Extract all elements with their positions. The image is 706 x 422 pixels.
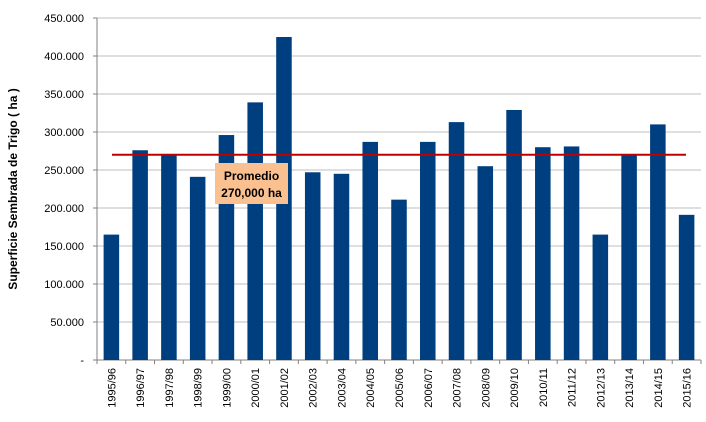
bar bbox=[448, 122, 465, 361]
bar bbox=[650, 124, 666, 361]
bar bbox=[621, 154, 637, 360]
y-tick-label: 250.000 bbox=[44, 165, 84, 177]
x-tick-labels: 1995/96 1996/97 1997/98 1998/99 1999/00 2000/… bbox=[106, 368, 693, 408]
x-tick-label: 2003/04 bbox=[336, 368, 348, 408]
x-tick-label: 2008/09 bbox=[480, 368, 492, 408]
bar bbox=[103, 234, 120, 360]
x-tick-label: 2007/08 bbox=[452, 368, 464, 408]
bar bbox=[506, 109, 522, 361]
y-tick-label: 450.000 bbox=[44, 13, 84, 25]
x-tick-label: 1995/96 bbox=[106, 368, 118, 408]
y-tick-label: - bbox=[80, 355, 84, 367]
x-tick-label: 2006/07 bbox=[423, 368, 435, 408]
bar bbox=[391, 199, 407, 360]
y-tick-label: 300.000 bbox=[44, 127, 84, 139]
y-tick-labels: - 50.000 100.000 150.000 200.000 250.000 300.0… bbox=[44, 13, 84, 367]
x-tick-label: 2004/05 bbox=[365, 368, 377, 408]
bar bbox=[161, 154, 177, 360]
y-axis-label: Superficie Sembrada de Trigo ( ha ) bbox=[6, 88, 20, 289]
bars bbox=[103, 37, 695, 361]
bar bbox=[247, 102, 263, 361]
x-tick-label: 1998/99 bbox=[193, 368, 205, 408]
x-tick-label: 1997/98 bbox=[164, 368, 176, 408]
bar bbox=[362, 141, 379, 360]
y-tick-label: 50.000 bbox=[50, 317, 84, 329]
bar bbox=[419, 141, 436, 360]
annotation-line-1: Promedio bbox=[224, 169, 279, 183]
x-tick-label: 2009/10 bbox=[509, 368, 521, 408]
x-tick-label: 2005/06 bbox=[394, 368, 406, 408]
bar bbox=[678, 214, 695, 360]
x-tick-label: 1996/97 bbox=[135, 368, 147, 408]
x-tick-label: 2013/14 bbox=[624, 368, 636, 408]
bar bbox=[563, 146, 580, 360]
bar bbox=[333, 173, 350, 360]
x-tick-label: 2015/16 bbox=[682, 368, 694, 408]
x-tick-label: 2010/11 bbox=[538, 368, 550, 407]
x-tick-label: 2011/12 bbox=[567, 368, 579, 407]
y-tick-label: 100.000 bbox=[44, 279, 84, 291]
x-tick-label: 2000/01 bbox=[250, 368, 262, 408]
y-tick-label: 400.000 bbox=[44, 51, 84, 63]
bar bbox=[189, 176, 206, 360]
y-tick-label: 350.000 bbox=[44, 89, 84, 101]
average-annotation: Promedio 270,000 ha bbox=[215, 163, 288, 204]
y-tick-label: 200.000 bbox=[44, 203, 84, 215]
x-tick-label: 2012/13 bbox=[595, 368, 607, 408]
annotation-box bbox=[215, 163, 288, 204]
x-tick-label: 1999/00 bbox=[221, 368, 233, 408]
x-tick-label: 2002/03 bbox=[308, 368, 320, 408]
y-tick-label: 150.000 bbox=[44, 241, 84, 253]
bar bbox=[592, 234, 609, 360]
bar bbox=[304, 172, 321, 360]
annotation-line-2: 270,000 ha bbox=[221, 186, 282, 200]
x-tick-label: 2001/02 bbox=[279, 368, 291, 408]
x-tick-label: 2014/15 bbox=[653, 368, 665, 408]
bar bbox=[132, 150, 148, 360]
bar bbox=[535, 147, 551, 360]
bar bbox=[477, 166, 494, 360]
